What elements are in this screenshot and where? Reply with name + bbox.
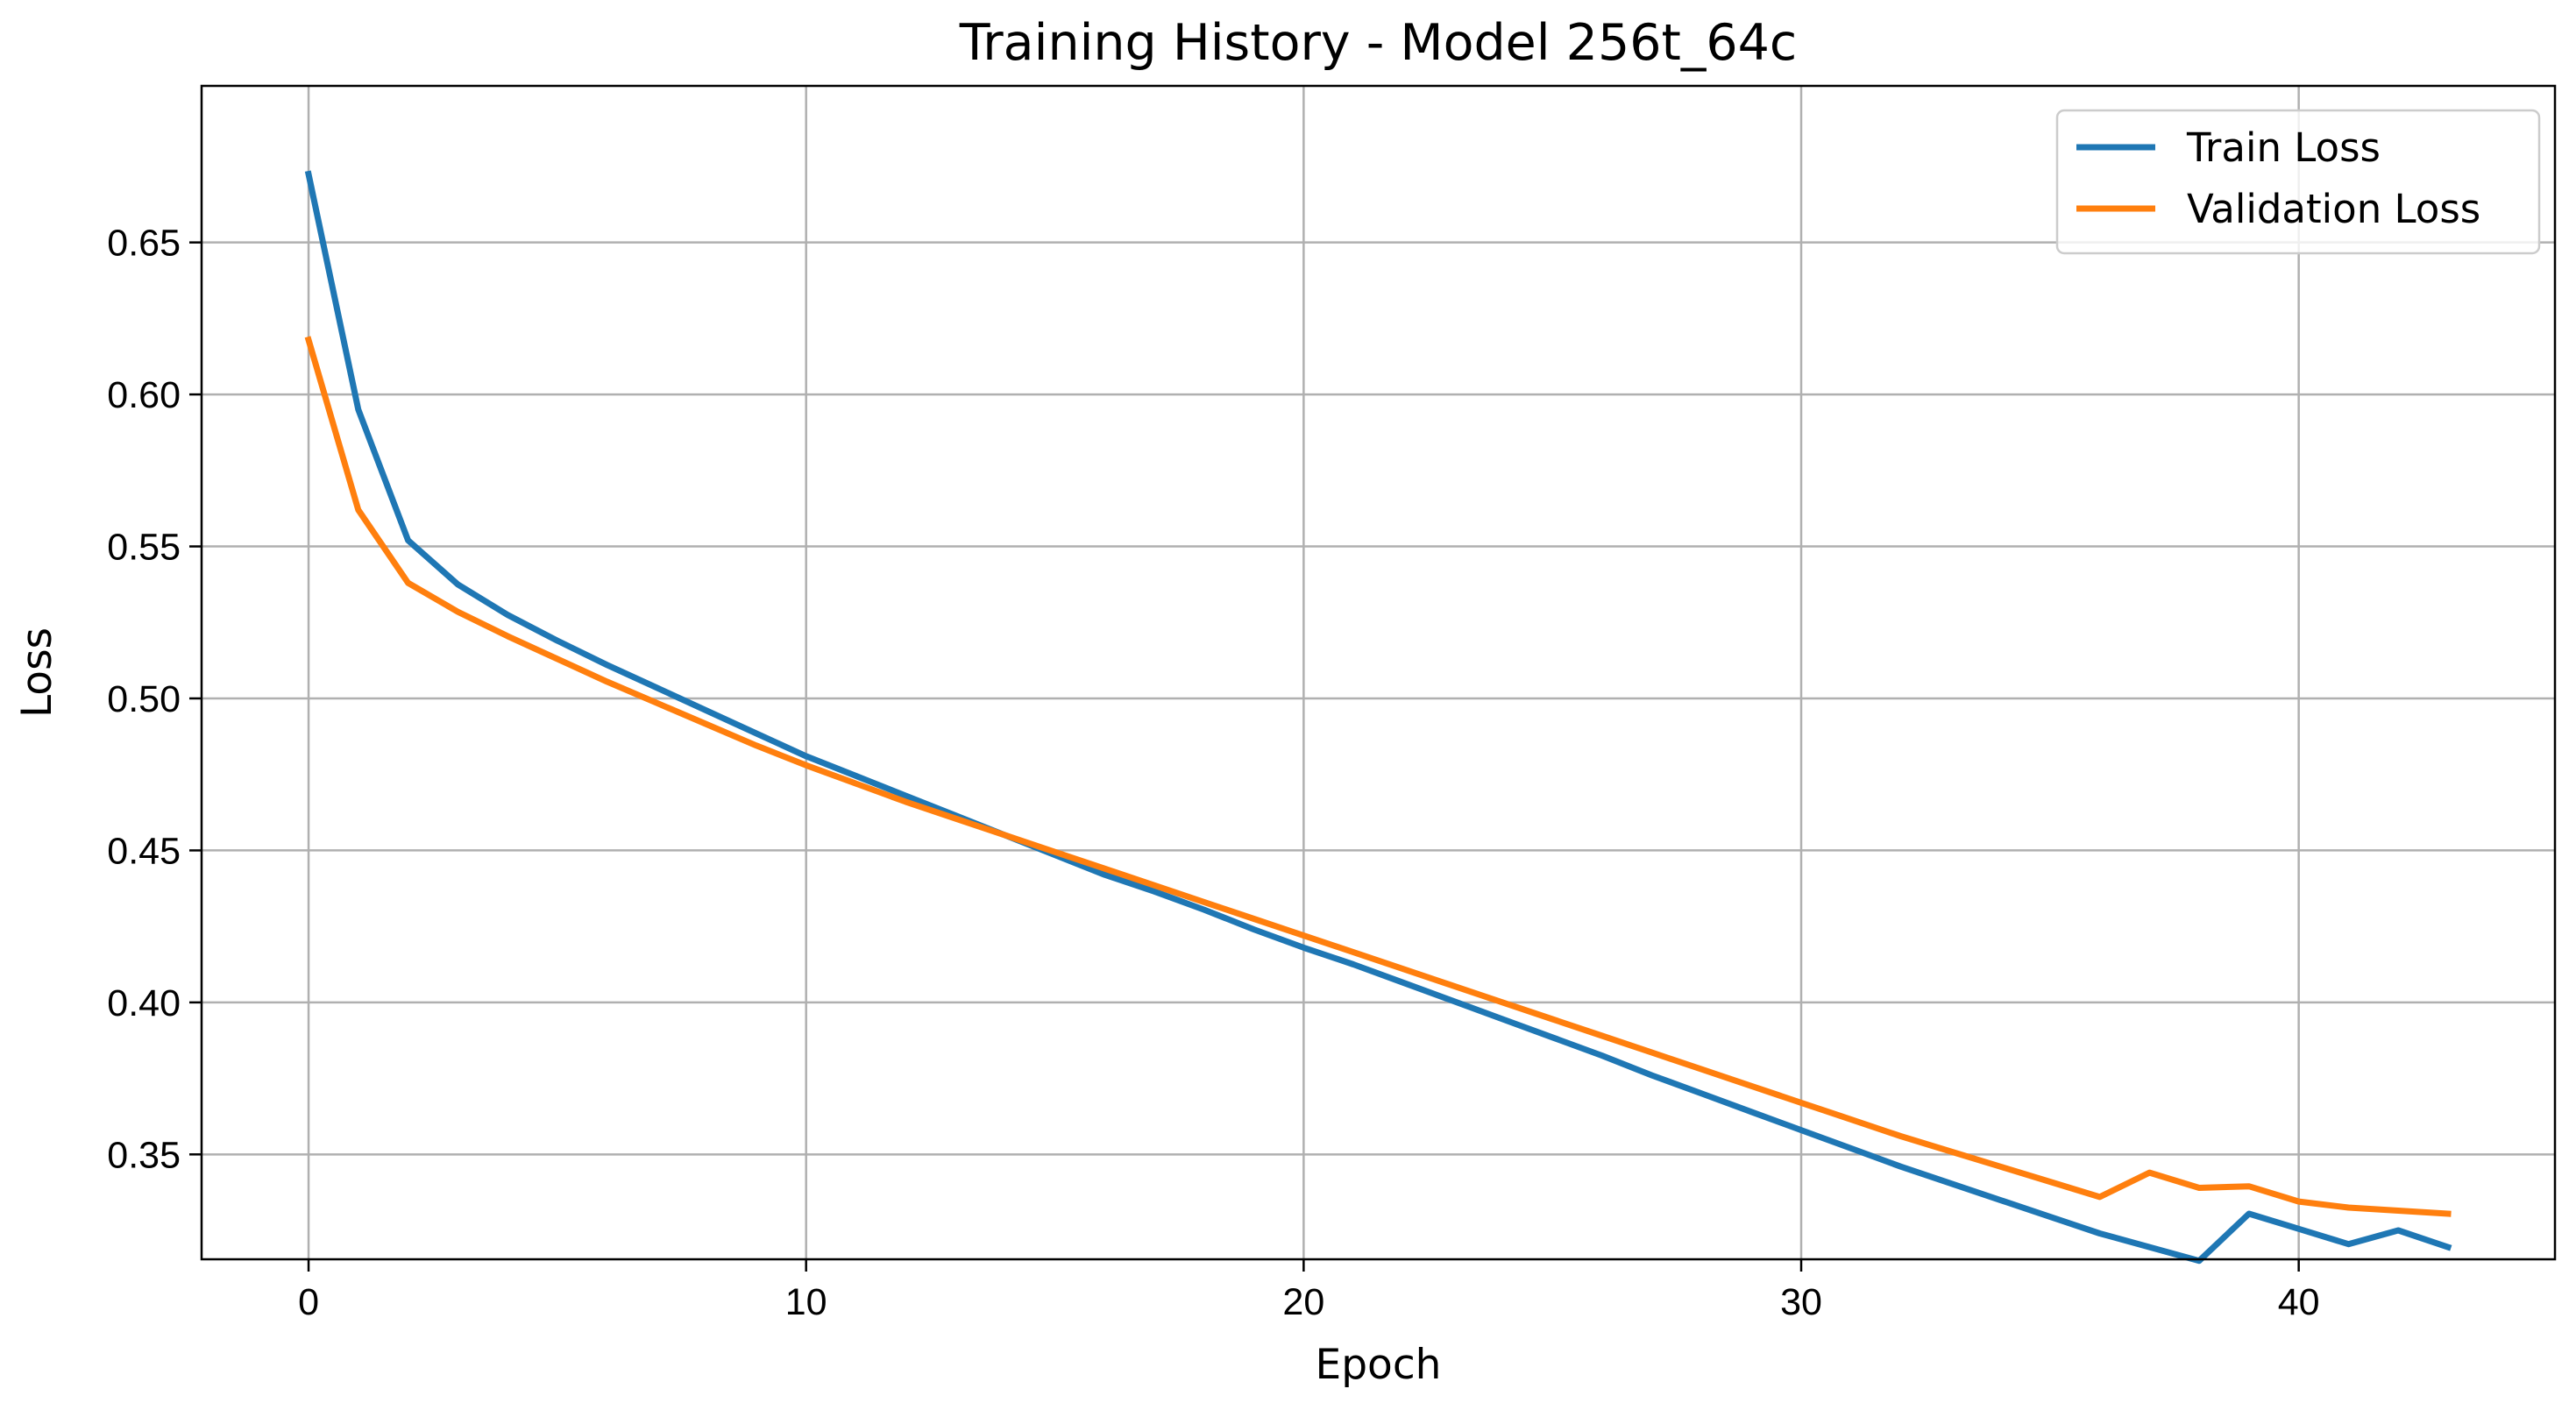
y-axis-label: Loss [13, 627, 61, 718]
series-layer [304, 170, 2452, 1265]
legend-label-train-loss: Train Loss [2186, 124, 2381, 171]
y-tick-label: 0.50 [107, 678, 181, 720]
x-tick-label: 30 [1780, 1281, 1822, 1323]
x-axis-label: Epoch [1316, 1341, 1442, 1389]
series-line-validation-loss [304, 336, 2452, 1217]
y-tick-label: 0.55 [107, 527, 181, 569]
x-tick-label: 10 [785, 1281, 827, 1323]
y-tick-label: 0.60 [107, 374, 181, 416]
x-tick-label: 20 [1282, 1281, 1324, 1323]
legend-box [2055, 109, 2541, 255]
chart-title: Training History - Model 256t_64c [959, 14, 1797, 72]
y-tick-label: 0.45 [107, 830, 181, 872]
y-tick-label: 0.40 [107, 982, 181, 1024]
tick-layer: 0 10 20 30 40 0.35 0.40 0.45 0.50 0.55 0.60 0.65 [107, 223, 2319, 1323]
x-tick-label: 0 [298, 1281, 319, 1323]
y-tick-label: 0.35 [107, 1134, 181, 1176]
legend: Train Loss Validation Loss [2055, 109, 2541, 255]
series-line-train-loss [304, 170, 2452, 1265]
y-tick-label: 0.65 [107, 223, 181, 265]
legend-label-validation-loss: Validation Loss [2187, 186, 2480, 232]
x-tick-label: 40 [2278, 1281, 2320, 1323]
grid-layer [202, 86, 2555, 1259]
plot-frame [200, 84, 2557, 1261]
